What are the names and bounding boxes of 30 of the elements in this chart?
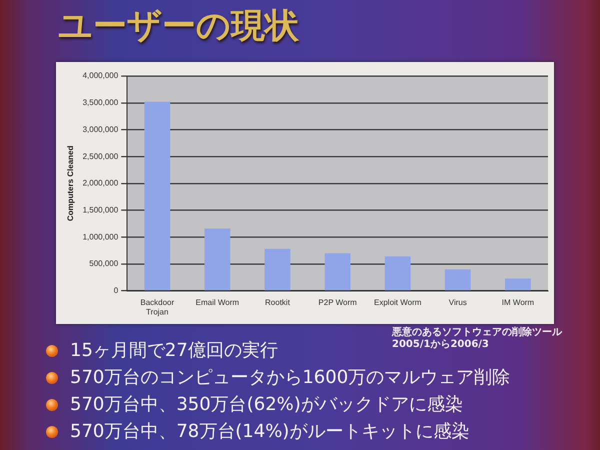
- bar: [384, 256, 411, 290]
- bar: [505, 278, 531, 290]
- y-tick-label: 1,000,000: [82, 232, 119, 242]
- x-tick-label: Exploit Worm: [374, 298, 422, 307]
- y-tick-label: 2,500,000: [82, 152, 119, 161]
- y-tick-label: 4,000,000: [82, 71, 119, 80]
- y-tick-label: 2,000,000: [82, 178, 119, 188]
- y-tick-label: 3,500,000: [82, 98, 119, 108]
- y-tick-label: 3,000,000: [82, 124, 119, 134]
- x-tick-label: Rootkit: [265, 298, 291, 307]
- y-tick-label: 1,500,000: [82, 205, 119, 214]
- x-tick-label: IM Worm: [502, 298, 534, 307]
- text: 悪意のあるソフトウェアの削除ツール 2005/1から2006/3: [392, 327, 562, 351]
- y-axis-title: Computers Cleaned: [66, 146, 76, 222]
- bar: [324, 253, 350, 290]
- bar: [204, 228, 230, 290]
- text: 570万台中、78万台(14%)がルートキットに感染: [70, 420, 470, 444]
- x-tick-label: P2P Worm: [318, 298, 358, 307]
- text: 570万台のコンピュータから1600万のマルウェア削除: [70, 366, 510, 390]
- x-tick-label: Email Worm: [196, 298, 240, 307]
- x-tick-label: Virus: [448, 298, 467, 307]
- bar: [264, 248, 290, 290]
- bar: [144, 102, 170, 290]
- bar: [444, 269, 471, 290]
- y-tick-label: 500,000: [89, 259, 119, 268]
- x-tick-label: Backdoor Trojan: [140, 298, 174, 316]
- chart-title: ユーザーの現状: [58, 5, 299, 48]
- text: 15ヶ月間で27億回の実行: [70, 339, 278, 363]
- y-tick-label: 0: [114, 286, 119, 296]
- text: 570万台中、350万台(62%)がバックドアに感染: [70, 393, 463, 417]
